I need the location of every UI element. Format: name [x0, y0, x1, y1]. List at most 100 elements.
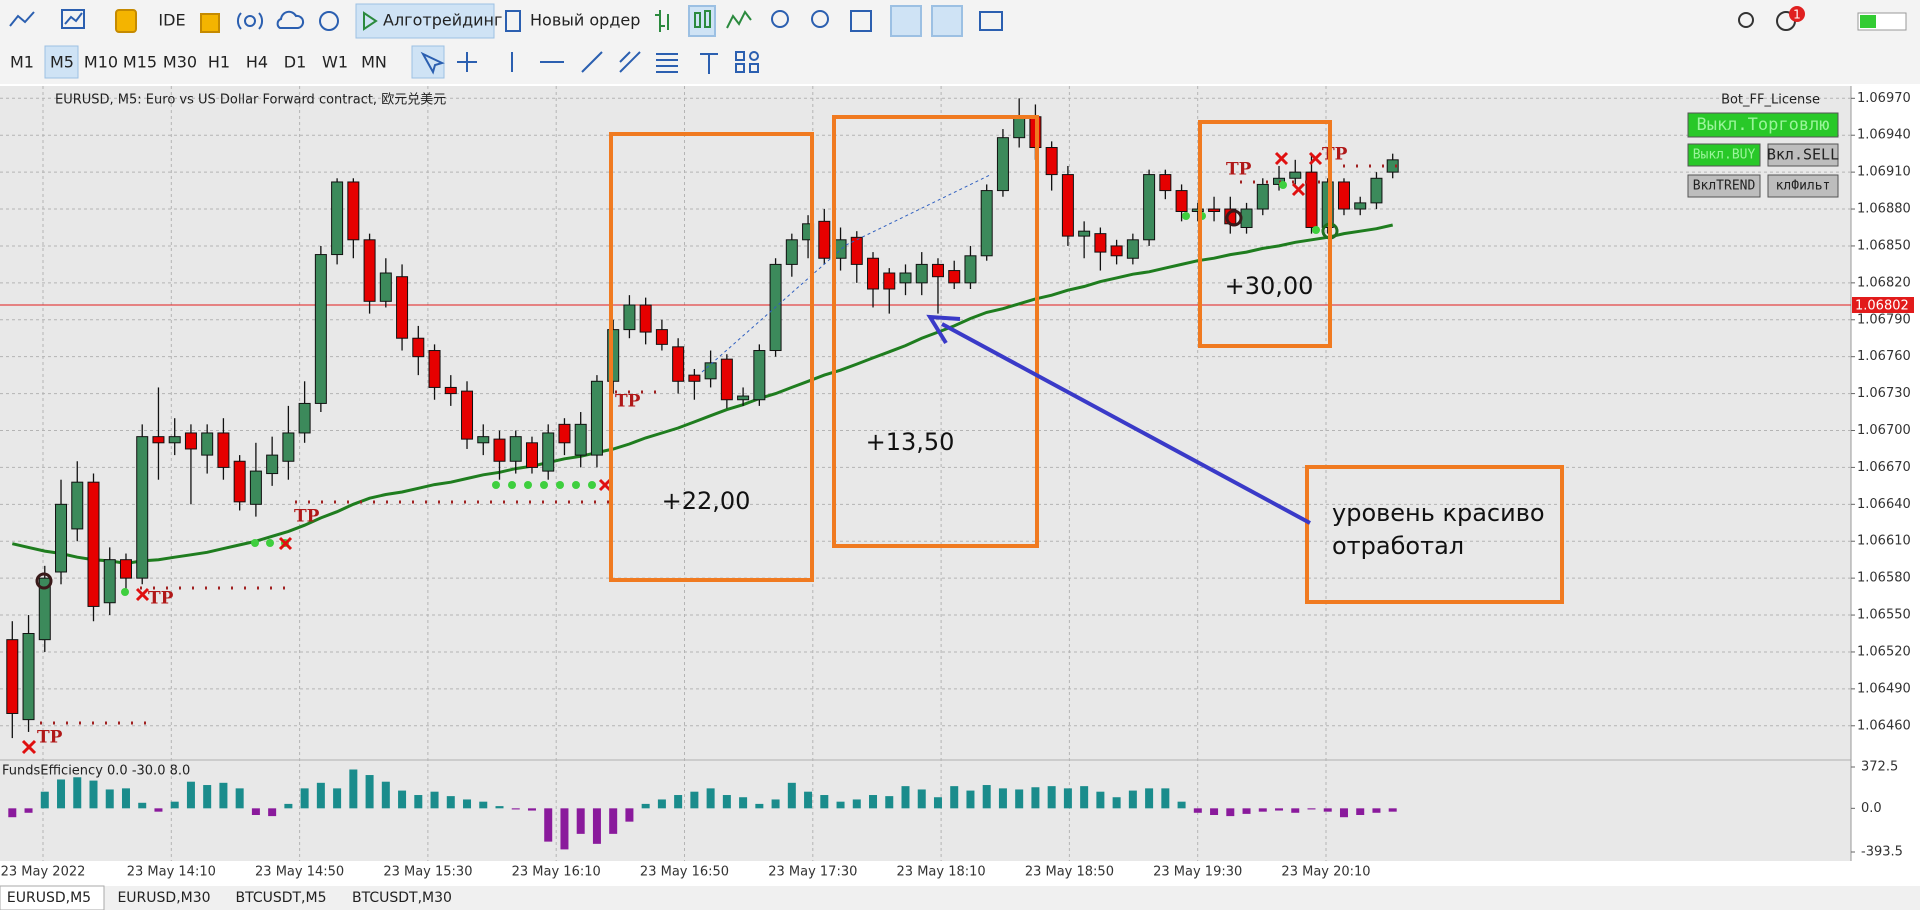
timeframe-button[interactable]: M5 — [50, 53, 74, 72]
timeframe-button[interactable]: D1 — [284, 53, 307, 72]
buy-toggle-bg[interactable] — [1687, 143, 1761, 167]
timeframe-button[interactable]: W1 — [322, 53, 348, 72]
y-tick-label: 1.06850 — [1857, 238, 1911, 253]
y-tick-label: 1.06610 — [1857, 534, 1911, 549]
candle-body — [87, 481, 100, 607]
indicator-bar — [105, 789, 114, 809]
indicator-bar — [527, 808, 536, 811]
search-icon[interactable] — [1738, 12, 1754, 28]
candle-body — [688, 374, 701, 382]
buy-toggle[interactable]: Выкл.BUY — [1693, 148, 1756, 163]
indicator-bar — [219, 782, 228, 809]
indicator-bar — [933, 797, 942, 809]
candle-body — [103, 559, 116, 604]
candle-body — [298, 402, 311, 434]
candle-body — [412, 337, 425, 358]
toolbar-icons — [9, 9, 339, 33]
indicator-bar — [982, 785, 991, 809]
candle-body — [850, 236, 863, 265]
candle-body — [1289, 171, 1302, 179]
indicator-bar — [674, 795, 683, 809]
indicator-bar — [1047, 786, 1056, 809]
indicator-bar — [121, 788, 130, 809]
indicator-bar — [885, 796, 894, 809]
sell-toggle-bg[interactable] — [1767, 143, 1839, 167]
tp-label: TP — [37, 728, 63, 748]
indicator-bar — [1307, 808, 1316, 810]
indicator-bar — [1226, 808, 1235, 817]
timeframe-button[interactable]: H4 — [246, 53, 268, 72]
x-tick-label: 23 May 18:10 — [897, 865, 986, 880]
candle-body — [1078, 230, 1091, 237]
chart-tab[interactable]: BTCUSDT,M5 — [235, 890, 326, 906]
candle-body — [1240, 208, 1253, 228]
candle-body — [639, 304, 652, 333]
indicator-bar — [641, 803, 650, 809]
ide-button[interactable]: IDE — [158, 11, 185, 30]
indicator-bar — [170, 801, 179, 809]
filter-toggle[interactable]: клФильт — [1776, 179, 1831, 194]
indicator-bar — [1096, 791, 1105, 809]
candle-body — [1305, 171, 1318, 228]
x-tick-label: 23 May 14:50 — [255, 865, 344, 880]
timeframe-buttons: M1 M5 M10 M15 M30 H1 H4 D1 W1 MN — [10, 53, 387, 72]
y-tick-label: 1.06790 — [1857, 312, 1911, 327]
filter-toggle-bg[interactable] — [1767, 174, 1839, 198]
active-timeframe — [44, 45, 79, 79]
timeframe-button[interactable]: H1 — [208, 53, 230, 72]
indicator-bar — [1372, 808, 1381, 813]
chart-tab[interactable]: EURUSD,M30 — [117, 890, 210, 906]
chart-tab[interactable]: EURUSD,M5 — [7, 890, 91, 906]
notification-badge — [1789, 6, 1805, 22]
y-tick-label: 1.06580 — [1857, 571, 1911, 586]
trade-toggle[interactable]: Выкл.Торговлю — [1696, 115, 1829, 135]
order-icon — [505, 10, 521, 32]
candle-body — [314, 254, 327, 404]
trend-toggle-bg[interactable] — [1687, 174, 1761, 198]
tp-label: TP — [1226, 160, 1252, 180]
timeframe-button[interactable]: M1 — [10, 53, 34, 72]
algo-button-bg[interactable] — [355, 3, 495, 39]
candle-body — [1045, 147, 1058, 176]
x-tick-label: 23 May 16:10 — [512, 865, 601, 880]
moving-average — [11, 223, 1394, 565]
indicator-bar — [430, 791, 439, 809]
trade-toggle-bg[interactable] — [1687, 112, 1839, 138]
indicator-bar — [89, 780, 98, 809]
indicator-bar — [479, 801, 488, 809]
indicator-bar — [1031, 787, 1040, 809]
indicator-bar — [8, 808, 17, 818]
timeframe-button[interactable]: M15 — [123, 53, 157, 72]
candle-body — [883, 272, 896, 290]
indicator-bar — [852, 799, 861, 809]
indicator-bar — [998, 788, 1007, 809]
trend-toggle[interactable]: ВклTREND — [1693, 179, 1756, 194]
indicator-tick-label: 0.0 — [1861, 801, 1882, 816]
candle-body — [396, 276, 409, 339]
candle-body — [899, 272, 912, 284]
candle-body — [915, 263, 928, 284]
candle-body — [1208, 208, 1221, 212]
y-tick-label: 1.06640 — [1857, 497, 1911, 512]
algo-button[interactable]: Алготрейдинг — [383, 11, 502, 30]
candle-body — [168, 436, 181, 444]
comment-text: уровень красиво — [1332, 499, 1545, 527]
indicator-bar — [739, 797, 748, 809]
candle-body — [737, 395, 750, 401]
indicator-bar — [446, 796, 455, 809]
indicator-bar — [917, 789, 926, 809]
tp-label: TP — [1322, 145, 1348, 165]
active-tab[interactable] — [0, 885, 105, 910]
candle-body — [1321, 181, 1334, 228]
chart-tab[interactable]: BTCUSDT,M30 — [352, 890, 452, 906]
new-order-button[interactable]: Новый ордер — [530, 11, 640, 30]
timeframe-button[interactable]: M10 — [84, 53, 118, 72]
indicator-bar — [1161, 788, 1170, 809]
sell-toggle[interactable]: Вкл.SELL — [1767, 146, 1839, 164]
candle-body — [233, 460, 246, 503]
timeframe-button[interactable]: M30 — [163, 53, 197, 72]
indicator-bg — [0, 761, 1851, 861]
indicator-tick-label: 372.5 — [1861, 760, 1898, 775]
timeframe-button[interactable]: MN — [361, 53, 387, 72]
profit-label: +13,50 — [866, 428, 955, 456]
